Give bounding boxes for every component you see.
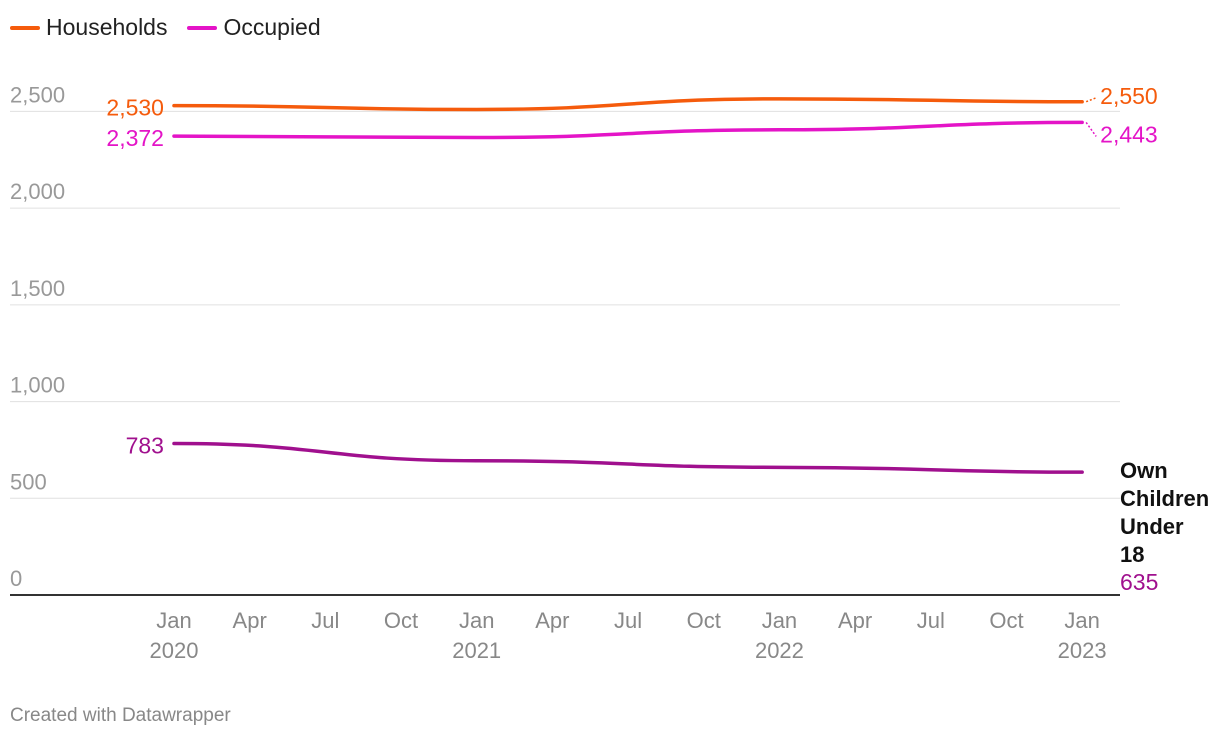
y-tick-label: 1,500: [10, 276, 65, 301]
x-tick-label: Jul: [614, 608, 642, 633]
chart-legend: Households Occupied: [10, 14, 341, 41]
y-tick-label: 2,000: [10, 179, 65, 204]
x-tick-label: Oct: [384, 608, 418, 633]
end-label-connector-occupied: [1085, 121, 1097, 137]
end-value-label-own-children-under-18: 635: [1120, 569, 1158, 595]
x-tick-label: Jan: [1064, 608, 1099, 633]
footer-credit: Created with Datawrapper: [10, 705, 231, 726]
x-tick-label: Apr: [535, 608, 569, 633]
x-tick-label: Apr: [838, 608, 872, 633]
series-line-own-children-under-18: [172, 441, 1084, 474]
x-tick-label: Oct: [687, 608, 721, 633]
series-name-label: Under: [1120, 514, 1184, 539]
legend-swatch-occupied: [187, 25, 218, 30]
x-tick-label: Apr: [233, 608, 267, 633]
end-label-connector-households: [1085, 97, 1097, 103]
start-value-label-occupied: 2,372: [106, 125, 164, 151]
series-line-households: [172, 97, 1084, 112]
legend-swatch-households: [10, 25, 40, 30]
legend-item-households: Households: [10, 14, 167, 41]
start-value-label-households: 2,530: [106, 95, 164, 121]
y-tick-label: 1,000: [10, 373, 65, 398]
legend-item-occupied: Occupied: [187, 14, 321, 41]
end-value-label-occupied: 2,443: [1100, 122, 1158, 148]
series-name-label: Children: [1120, 486, 1209, 511]
x-tick-label: Jan: [156, 608, 191, 633]
x-tick-year-label: 2023: [1058, 638, 1107, 663]
x-tick-label: Jan: [459, 608, 494, 633]
y-tick-label: 0: [10, 566, 22, 591]
x-tick-label: Jan: [762, 608, 797, 633]
x-tick-year-label: 2021: [452, 638, 501, 663]
end-value-label-households: 2,550: [1100, 83, 1158, 109]
series-name-label: Own: [1120, 458, 1168, 483]
x-tick-label: Oct: [989, 608, 1023, 633]
legend-label-households: Households: [46, 14, 168, 40]
legend-label-occupied: Occupied: [223, 14, 321, 40]
x-tick-year-label: 2022: [755, 638, 804, 663]
x-tick-year-label: 2020: [150, 638, 199, 663]
series-name-label: 18: [1120, 542, 1144, 567]
y-tick-label: 2,500: [10, 82, 65, 107]
y-tick-label: 500: [10, 469, 47, 494]
x-tick-label: Jul: [311, 608, 339, 633]
start-value-label-own-children-under-18: 783: [126, 433, 164, 459]
series-line-occupied: [172, 120, 1084, 140]
x-tick-label: Jul: [917, 608, 945, 633]
